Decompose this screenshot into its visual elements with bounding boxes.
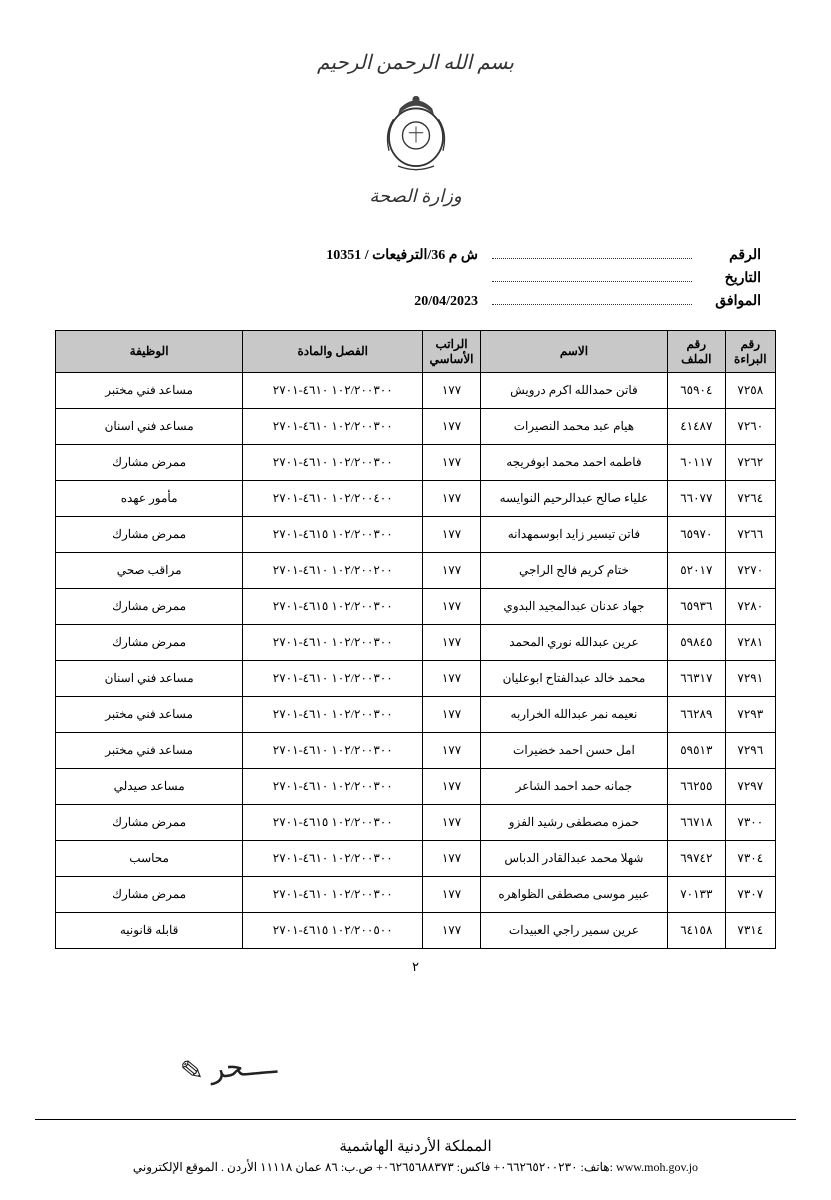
footer: المملكة الأردنية الهاشمية هاتف: ٠٦٦٢٦٥٢٠… xyxy=(0,1137,831,1175)
footer-contact: هاتف: ٠٦٦٢٦٥٢٠٠٢٣٠+ فاكس: ٠٦٢٦٥٦٨٨٣٧٣+ ص… xyxy=(0,1160,831,1175)
footer-country: المملكة الأردنية الهاشمية xyxy=(0,1137,831,1156)
page-border xyxy=(35,35,796,1120)
